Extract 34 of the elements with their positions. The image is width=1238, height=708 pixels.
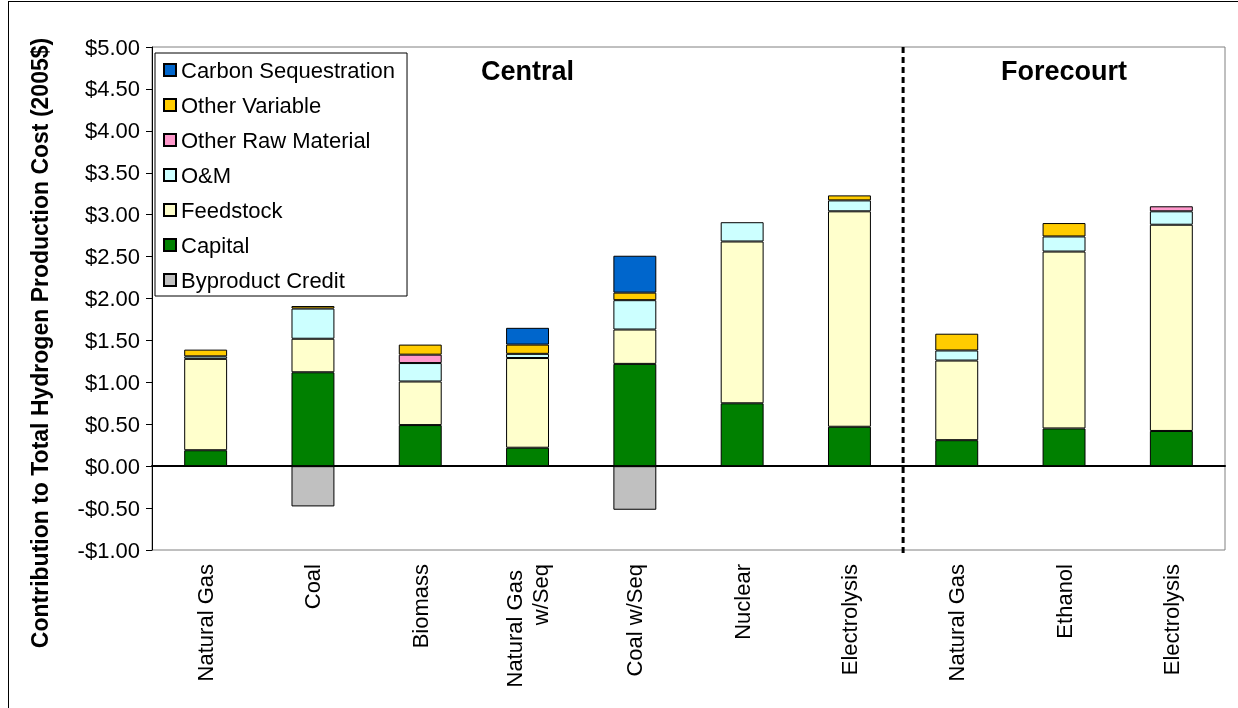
x-tick-label: Biomass: [407, 564, 433, 649]
x-tick-label: Natural Gas: [193, 564, 219, 682]
y-tick-label: $4.00: [84, 118, 140, 144]
x-tick-label: Coal: [300, 564, 326, 610]
legend-label: Carbon Sequestration: [181, 57, 396, 83]
x-tick-label: Electrolysis: [1158, 564, 1184, 676]
y-tick-label: -$0.50: [77, 495, 140, 521]
annotation: Forecourt: [1001, 56, 1128, 86]
x-tick-label: Electrolysis: [836, 564, 862, 676]
y-tick-label: $0.50: [84, 411, 140, 437]
legend-label: O&M: [181, 162, 232, 188]
annotation: Central: [481, 56, 575, 86]
y-tick-label: $4.50: [84, 76, 140, 102]
x-tick-label: Nuclear: [729, 564, 755, 640]
y-tick-label: $3.00: [84, 202, 140, 228]
y-tick-label: $1.50: [84, 327, 140, 353]
legend-label: Capital: [181, 232, 250, 258]
x-tick-label: Natural Gas w/Seq: [502, 564, 554, 688]
y-tick-label: -$1.00: [77, 537, 140, 563]
legend-label: Other Raw Material: [181, 127, 371, 153]
x-tick-label: Natural Gas: [944, 564, 970, 682]
y-tick-label: $2.00: [84, 286, 140, 311]
y-tick-label: $3.50: [84, 160, 140, 186]
legend-label: Feedstock: [181, 197, 284, 223]
y-tick-label: $0.00: [84, 453, 140, 479]
y-tick-label: $5.00: [84, 34, 140, 60]
y-tick-label: $1.00: [84, 369, 140, 395]
legend-label: Other Variable: [181, 92, 322, 118]
y-tick-label: $2.50: [84, 244, 140, 270]
y-axis-title: Contribution to Total Hydrogen Production Cost (2005$): [27, 37, 53, 649]
legend-label: Byproduct Credit: [181, 267, 345, 293]
bar: [184, 349, 228, 357]
x-tick-label: Coal w/Seq: [622, 564, 648, 677]
x-tick-label: Ethanol: [1051, 564, 1077, 639]
